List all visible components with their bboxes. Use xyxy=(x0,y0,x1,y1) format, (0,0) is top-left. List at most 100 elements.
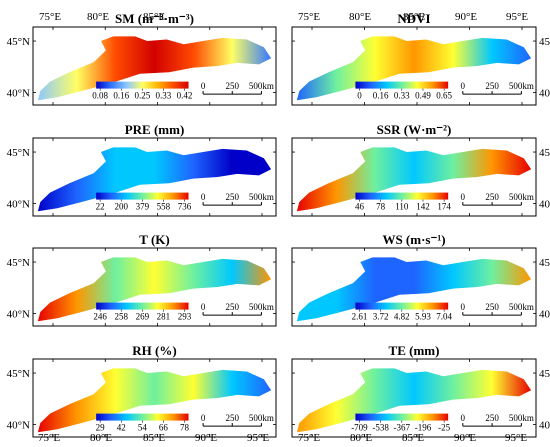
scale-bar: 0 250 500km xyxy=(461,192,534,206)
colorbar xyxy=(355,413,449,421)
top-lon-label: 85°E xyxy=(143,11,165,23)
colorbar-tick-label: 0.49 xyxy=(415,91,431,101)
colorbar xyxy=(355,81,449,89)
bottom-lon-label: 80°E xyxy=(90,432,112,444)
colorbar-tick-label: 42 xyxy=(117,423,126,433)
colorbar-tick-label: 258 xyxy=(115,312,129,322)
lat-label: 40°N xyxy=(539,420,550,432)
colorbar-tick-label: 0.33 xyxy=(394,91,410,101)
colorbar-tick-label: 293 xyxy=(178,312,192,322)
colorbar-tick-label: 78 xyxy=(376,202,386,212)
colorbar-tick-label: 0.16 xyxy=(113,91,129,101)
lat-label: 45°N xyxy=(539,257,550,269)
colorbar xyxy=(96,302,189,310)
lat-label: 40°N xyxy=(539,309,550,321)
colorbar-tick-label: -538 xyxy=(372,423,389,433)
scale-bar: 0 250 500km xyxy=(461,413,534,427)
colorbar-tick-label: 379 xyxy=(136,202,150,212)
colorbar-tick-label: 46 xyxy=(355,202,365,212)
scale-bar-label: 500km xyxy=(249,413,274,423)
lat-label: 40°N xyxy=(7,309,30,321)
map-panel-te: TE (mm) 45°N 40°N -709 -538 -367 -196 -25 0 250 50… xyxy=(291,343,550,438)
scale-bar-label: 250 xyxy=(485,81,499,91)
colorbar-tick-label: 558 xyxy=(157,202,171,212)
panel-title: T (K) xyxy=(139,232,169,247)
bottom-lon-label: 85°E xyxy=(143,432,165,444)
map-panel-rh: RH (%) 45°N 40°N 29 42 54 66 78 0 250 500km xyxy=(7,343,277,438)
scale-bar: 0 250 500km xyxy=(461,302,534,316)
scale-bar-label: 250 xyxy=(485,192,499,202)
scale-bar-label: 250 xyxy=(226,81,240,91)
scale-bar-label: 0 xyxy=(201,302,206,312)
lat-label: 40°N xyxy=(7,420,30,432)
top-lon-label: 80°E xyxy=(349,11,371,23)
top-lon-label: 95°E xyxy=(506,11,528,23)
bottom-lon-label: 75°E xyxy=(298,432,320,444)
colorbar xyxy=(96,413,189,421)
scale-bar-label: 500km xyxy=(249,302,274,312)
panel-title: WS (m·s⁻¹) xyxy=(382,232,445,247)
lat-label: 40°N xyxy=(539,88,550,100)
lat-label: 40°N xyxy=(7,199,30,211)
colorbar-tick-label: 78 xyxy=(180,423,190,433)
scale-bar-label: 0 xyxy=(461,192,466,202)
panel-title: NDVI xyxy=(397,11,430,26)
colorbar-tick-label: 269 xyxy=(136,312,150,322)
colorbar-tick-label: 66 xyxy=(159,423,169,433)
colorbar xyxy=(355,192,449,200)
axis-labels: 75°E 80°E 85°E 75°E 80°E 85°E 90°E 95°E … xyxy=(38,11,528,444)
scale-bar-label: 500km xyxy=(249,81,274,91)
scale-bar-label: 0 xyxy=(201,413,206,423)
colorbar-tick-label: 0.16 xyxy=(373,91,389,101)
map-panels: SM (m⁻³·m⁻³) 45°N 40°N 0.08 0.16 0.25 0.33 0.42… xyxy=(7,11,550,438)
scale-bar-label: 250 xyxy=(226,302,240,312)
panel-title: SSR (W·m⁻²) xyxy=(377,122,452,137)
scale-bar-label: 500km xyxy=(509,302,534,312)
colorbar-tick-label: -25 xyxy=(438,423,450,433)
top-lon-label: 85°E xyxy=(403,11,425,23)
colorbar-tick-label: 110 xyxy=(395,202,409,212)
map-panel-ssr: SSR (W·m⁻²) 45°N 40°N 46 78 110 142 174 0 250 500k… xyxy=(291,122,550,217)
lat-label: 45°N xyxy=(539,36,550,48)
scale-bar-label: 500km xyxy=(509,413,534,423)
lat-label: 45°N xyxy=(7,36,30,48)
scale-bar: 0 250 500km xyxy=(201,81,274,95)
colorbar-tick-label: 7.04 xyxy=(436,312,452,322)
scale-bar-label: 0 xyxy=(461,81,466,91)
top-lon-label: 75°E xyxy=(298,11,320,23)
map-panel-t: T (K) 45°N 40°N 246 258 269 281 293 0 250 500km xyxy=(7,232,277,327)
colorbar-tick-label: 3.72 xyxy=(373,312,389,322)
scale-bar-label: 500km xyxy=(509,81,534,91)
colorbar-tick-label: 0.08 xyxy=(92,91,108,101)
bottom-lon-label: 90°E xyxy=(195,432,217,444)
colorbar xyxy=(96,81,189,89)
bottom-lon-label: 95°E xyxy=(505,432,527,444)
scale-bar-label: 0 xyxy=(461,413,466,423)
colorbar-tick-label: 54 xyxy=(138,423,148,433)
bottom-lon-label: 75°E xyxy=(38,432,60,444)
colorbar-tick-label: 4.82 xyxy=(394,312,410,322)
colorbar-tick-label: 281 xyxy=(157,312,171,322)
colorbar-tick-label: 0 xyxy=(357,91,362,101)
colorbar-tick-label: -367 xyxy=(394,423,411,433)
panel-title: PRE (mm) xyxy=(125,122,185,137)
colorbar-tick-label: 29 xyxy=(96,423,106,433)
map-panel-ws: WS (m·s⁻¹) 45°N 40°N 2.61 3.72 4.82 5.93 7.04 0 2… xyxy=(291,232,550,327)
lat-label: 45°N xyxy=(539,368,550,380)
panel-title: RH (%) xyxy=(132,343,176,358)
scale-bar-label: 0 xyxy=(201,81,206,91)
colorbar-tick-label: -709 xyxy=(351,423,368,433)
scale-bar-label: 0 xyxy=(201,192,206,202)
colorbar-tick-label: 0.65 xyxy=(436,91,452,101)
bottom-lon-label: 90°E xyxy=(454,432,476,444)
map-panel-pre: PRE (mm) 45°N 40°N 22 200 379 558 736 0 250 500km xyxy=(7,122,277,217)
scale-bar-label: 500km xyxy=(509,192,534,202)
top-lon-label: 90°E xyxy=(455,11,477,23)
colorbar-tick-label: 200 xyxy=(115,202,129,212)
scale-bar-label: 250 xyxy=(226,192,240,202)
top-lon-label: 75°E xyxy=(39,11,61,23)
scale-bar-label: 250 xyxy=(485,302,499,312)
scale-bar-label: 0 xyxy=(461,302,466,312)
colorbar-tick-label: 142 xyxy=(416,202,430,212)
